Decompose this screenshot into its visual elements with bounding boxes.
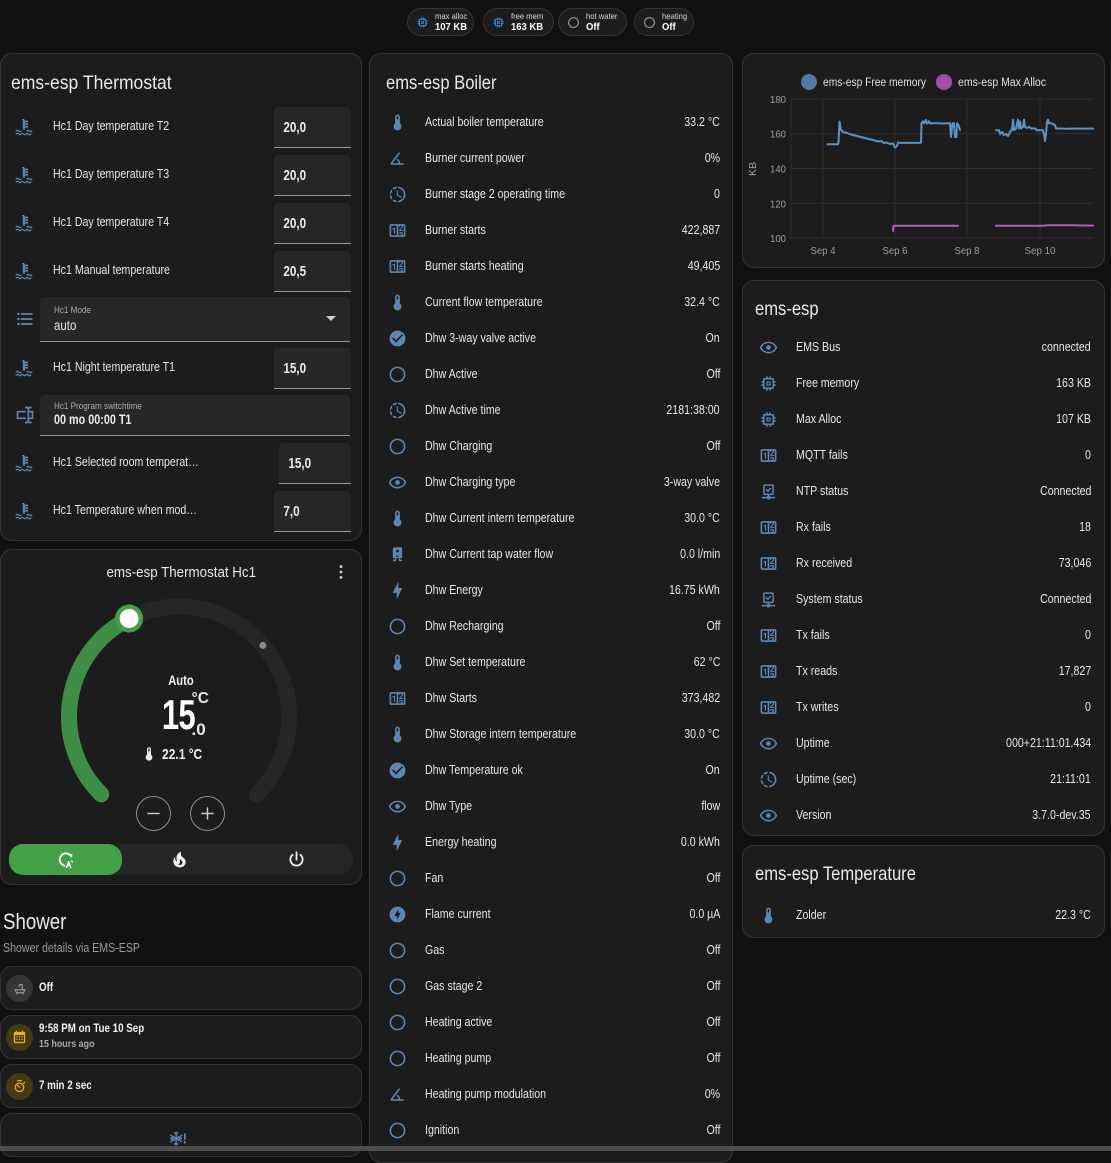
svg-text:ems-esp Max Alloc: ems-esp Max Alloc — [958, 77, 1046, 89]
svg-text:180: 180 — [770, 94, 786, 106]
svg-text:Sep 6: Sep 6 — [883, 245, 908, 257]
svg-text:Sep 10: Sep 10 — [1025, 245, 1056, 257]
svg-text:KB: KB — [747, 162, 759, 176]
svg-text:100: 100 — [770, 233, 786, 245]
svg-text:160: 160 — [770, 129, 786, 141]
svg-text:120: 120 — [770, 198, 786, 210]
svg-text:Sep 8: Sep 8 — [955, 245, 980, 257]
svg-text:ems-esp Free memory: ems-esp Free memory — [823, 77, 926, 89]
svg-text:140: 140 — [770, 164, 786, 176]
svg-text:Sep 4: Sep 4 — [811, 245, 836, 257]
